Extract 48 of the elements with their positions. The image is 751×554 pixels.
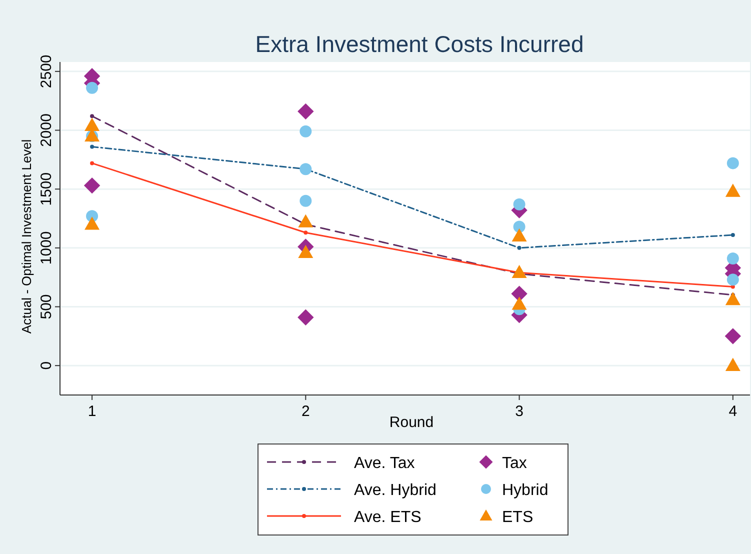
point: [725, 292, 740, 306]
x-tick-label: 3: [515, 403, 524, 420]
point: [726, 157, 739, 170]
chart-title: Extra Investment Costs Incurred: [255, 31, 584, 57]
legend-label: Ave. ETS: [354, 509, 422, 526]
x-tick-label: 1: [88, 403, 96, 420]
point: [512, 228, 527, 242]
point: [512, 296, 527, 310]
x-tick-label: 2: [301, 403, 310, 420]
legend-label: Tax: [502, 455, 527, 472]
point: [726, 274, 739, 286]
point: [725, 358, 740, 371]
x-axis-title: Round: [389, 414, 434, 431]
point: [84, 177, 100, 194]
point: [300, 194, 312, 207]
point: [298, 103, 314, 120]
legend-label: Ave. Hybrid: [354, 482, 436, 499]
legend-label: ETS: [502, 509, 534, 526]
point: [304, 230, 308, 235]
point: [90, 114, 94, 118]
y-tick-label: 2000: [38, 114, 55, 147]
point: [512, 264, 527, 278]
point: [511, 286, 528, 302]
point: [513, 198, 526, 210]
point: [730, 232, 735, 237]
legend-label: Hybrid: [502, 482, 548, 499]
y-axis-title: Actual - Optimal Investment Level: [19, 139, 34, 334]
point: [724, 328, 742, 344]
y-tick-label: 0: [38, 361, 55, 370]
point: [84, 118, 100, 131]
point: [517, 246, 522, 250]
y-tick-label: 1000: [38, 231, 55, 265]
point: [298, 214, 314, 228]
point: [298, 309, 314, 326]
y-tick-label: 2500: [38, 54, 55, 88]
point: [300, 163, 312, 176]
point: [86, 82, 98, 94]
point: [90, 161, 94, 166]
point: [298, 244, 314, 258]
legend-label: Ave. Tax: [354, 455, 415, 472]
x-tick-label: 4: [728, 403, 738, 420]
point: [84, 216, 100, 230]
point: [725, 184, 740, 197]
y-tick-label: 500: [38, 294, 55, 320]
point: [726, 252, 739, 265]
point: [90, 144, 94, 149]
y-tick-label: 1500: [38, 172, 55, 206]
point: [300, 125, 312, 138]
